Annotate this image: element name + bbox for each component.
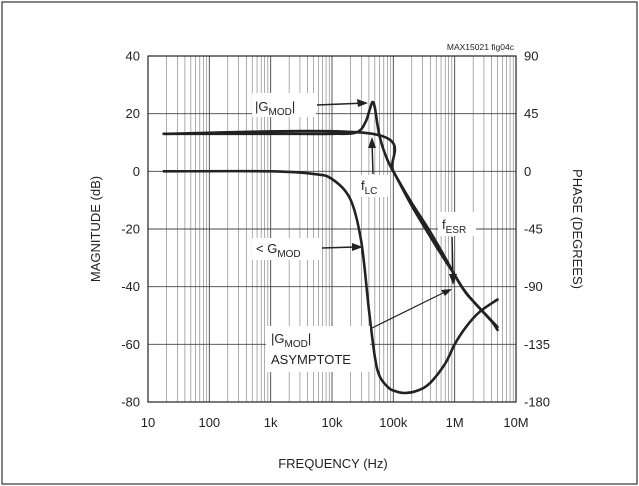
x-tick-label: 100	[198, 415, 220, 430]
y2-axis-label: PHASE (DEGREES)	[570, 169, 585, 289]
y-tick-label: 20	[126, 106, 140, 121]
x-tick-label: 1M	[446, 415, 464, 430]
label-bg-fesr	[438, 212, 476, 236]
label-gmod-magnitude-base: |G	[255, 99, 269, 114]
series-gmod-phase	[162, 169, 499, 395]
label-bg-phase	[252, 238, 320, 260]
y-tick-label: -60	[121, 337, 140, 352]
label-bg-flc	[358, 175, 388, 197]
y2-tick-label: -135	[524, 337, 550, 352]
label-flc-base: f	[361, 178, 365, 193]
y2-tick-label: -45	[524, 222, 543, 237]
y-tick-label: 0	[133, 164, 140, 179]
label-gmod-magnitude-sub: MOD	[269, 107, 292, 118]
y2-tick-label: 45	[524, 106, 538, 121]
arrowhead-phase	[352, 243, 363, 251]
arrowhead-fesr	[449, 274, 457, 285]
label-phase-gmod-sub: MOD	[277, 249, 300, 260]
label-asymptote-base: |G	[271, 331, 285, 346]
label-gmod-magnitude: |GMOD|	[255, 99, 295, 118]
label-flc-sub: LC	[365, 186, 378, 197]
series-gmod-asymptote	[162, 129, 499, 329]
label-flc: fLC	[361, 178, 377, 197]
plot-area-border	[147, 55, 517, 403]
arrowhead-asymptote	[441, 289, 452, 296]
arrow-asymptote	[371, 290, 448, 329]
x-tick-label: 10	[141, 415, 155, 430]
arrowhead-gmod	[357, 99, 368, 107]
y2-tick-label: -90	[524, 279, 543, 294]
arrow-fesr	[451, 236, 454, 279]
y-axis-label: MAGNITUDE (dB)	[88, 176, 103, 282]
tick-labels: 10 100 1k 10k 100k 1M 10M 40 20 0 -20 -40 -60 -80 90 45…	[121, 49, 550, 431]
y-tick-label: -40	[121, 279, 140, 294]
label-bg-gmod	[252, 93, 316, 117]
label-phase-gmod-base: < G	[256, 241, 277, 256]
arrow-phase	[321, 246, 357, 249]
label-gmod-magnitude-tail: |	[292, 99, 295, 114]
x-tick-label: 100k	[379, 415, 408, 430]
figure-id: MAX15021 fig04c	[447, 42, 515, 52]
label-asymptote-line2: ASYMPTOTE	[271, 352, 351, 367]
y-tick-label: -20	[121, 222, 140, 237]
x-tick-label: 1k	[264, 415, 278, 430]
label-asymptote-sub: MOD	[285, 339, 308, 350]
label-asymptote-tail: |	[308, 331, 311, 346]
label-asymptote-line1: |GMOD|	[271, 331, 311, 350]
label-fesr: fESR	[442, 217, 466, 236]
y-tick-label: 40	[126, 49, 140, 64]
label-fesr-sub: ESR	[446, 225, 467, 236]
y2-tick-label: -180	[524, 395, 550, 410]
label-phase-gmod: < GMOD	[256, 241, 301, 260]
x-axis-label: FREQUENCY (Hz)	[278, 456, 388, 471]
y2-tick-label: 0	[524, 164, 531, 179]
x-tick-label: 10M	[503, 415, 528, 430]
y2-tick-label: 90	[524, 49, 538, 64]
series-layer	[162, 100, 499, 395]
label-bg-asymptote	[266, 326, 370, 372]
x-tick-label: 10k	[322, 415, 343, 430]
y-tick-label: -80	[121, 395, 140, 410]
arrowhead-flc	[368, 137, 376, 148]
label-fesr-base: f	[442, 217, 446, 232]
